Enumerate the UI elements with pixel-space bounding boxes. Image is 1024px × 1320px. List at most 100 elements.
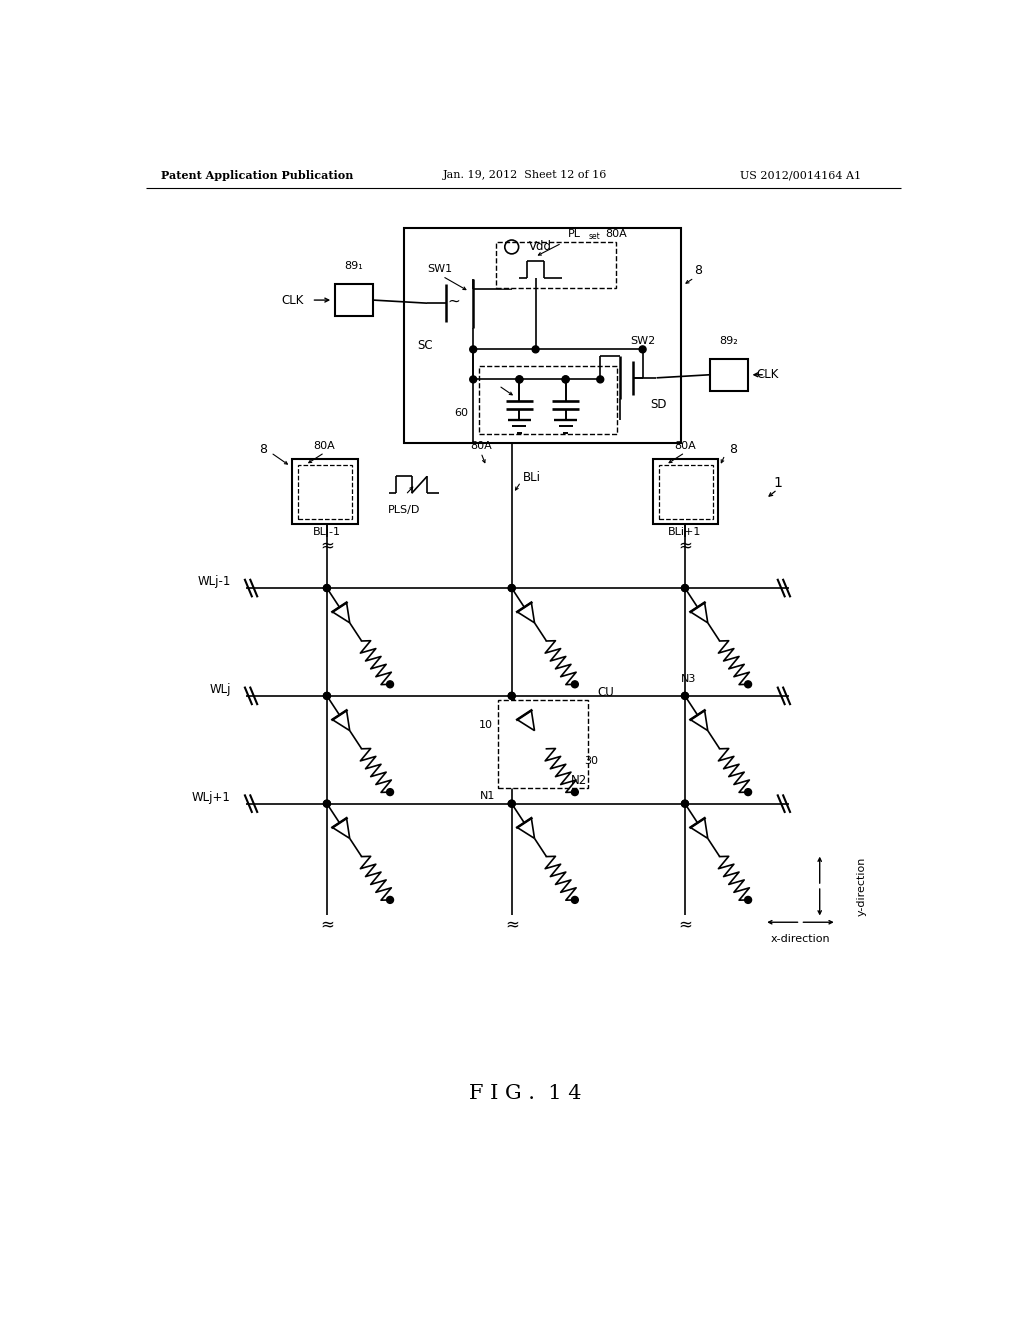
Text: ≈: ≈ bbox=[678, 537, 692, 554]
Text: PLS/D: PLS/D bbox=[388, 506, 420, 515]
Circle shape bbox=[516, 376, 523, 383]
Text: BLi: BLi bbox=[523, 471, 542, 484]
Polygon shape bbox=[517, 602, 535, 623]
Circle shape bbox=[324, 585, 331, 591]
Bar bbox=[478, 367, 617, 434]
Bar bbox=[298, 465, 352, 519]
Text: SW2: SW2 bbox=[630, 335, 655, 346]
Text: SW1: SW1 bbox=[427, 264, 453, 273]
Text: CLK: CLK bbox=[756, 368, 778, 381]
Text: CU: CU bbox=[597, 685, 614, 698]
Bar bbox=[498, 700, 588, 788]
Text: N2: N2 bbox=[571, 774, 587, 787]
Text: F I G .  1 4: F I G . 1 4 bbox=[469, 1085, 581, 1104]
Circle shape bbox=[508, 585, 515, 591]
Circle shape bbox=[682, 800, 688, 807]
Text: BLi+1: BLi+1 bbox=[669, 527, 701, 537]
Circle shape bbox=[532, 346, 539, 352]
Bar bbox=[292, 459, 357, 524]
Circle shape bbox=[324, 800, 331, 807]
Text: 8: 8 bbox=[259, 444, 267, 455]
Text: 8: 8 bbox=[694, 264, 702, 277]
Text: SC: SC bbox=[418, 339, 433, 352]
Bar bbox=[335, 284, 373, 317]
Circle shape bbox=[387, 896, 393, 903]
Circle shape bbox=[682, 585, 688, 591]
Polygon shape bbox=[690, 818, 708, 838]
Circle shape bbox=[744, 788, 752, 796]
Text: x-direction: x-direction bbox=[771, 935, 830, 944]
Polygon shape bbox=[333, 602, 350, 623]
Circle shape bbox=[682, 693, 688, 700]
Circle shape bbox=[597, 376, 604, 383]
Text: WLj-1: WLj-1 bbox=[198, 576, 230, 589]
Circle shape bbox=[508, 800, 515, 807]
Circle shape bbox=[571, 681, 579, 688]
Circle shape bbox=[324, 585, 331, 591]
Circle shape bbox=[324, 693, 331, 700]
Text: ≈: ≈ bbox=[319, 916, 334, 933]
Text: 80A: 80A bbox=[470, 441, 492, 451]
Text: WLj: WLj bbox=[209, 684, 230, 696]
Text: 80A: 80A bbox=[605, 228, 627, 239]
Text: Jan. 19, 2012  Sheet 12 of 16: Jan. 19, 2012 Sheet 12 of 16 bbox=[442, 170, 607, 181]
Circle shape bbox=[639, 346, 646, 352]
Polygon shape bbox=[517, 818, 535, 838]
Circle shape bbox=[508, 800, 515, 807]
Text: 89₁: 89₁ bbox=[344, 261, 364, 271]
Text: SD: SD bbox=[650, 399, 667, 412]
Circle shape bbox=[470, 376, 477, 383]
Circle shape bbox=[682, 585, 688, 591]
Circle shape bbox=[324, 693, 331, 700]
Circle shape bbox=[387, 681, 393, 688]
Text: N3: N3 bbox=[681, 675, 696, 684]
Text: N1: N1 bbox=[479, 791, 495, 801]
Circle shape bbox=[324, 800, 331, 807]
Circle shape bbox=[562, 376, 569, 383]
Circle shape bbox=[516, 376, 523, 383]
Circle shape bbox=[571, 896, 579, 903]
Text: y-direction: y-direction bbox=[857, 857, 867, 916]
Text: 89₂: 89₂ bbox=[720, 335, 738, 346]
Circle shape bbox=[508, 693, 515, 700]
Circle shape bbox=[744, 681, 752, 688]
Bar bbox=[710, 359, 749, 391]
Text: BLi-1: BLi-1 bbox=[313, 527, 341, 537]
Text: 80A: 80A bbox=[313, 441, 336, 451]
Circle shape bbox=[562, 376, 569, 383]
Polygon shape bbox=[333, 818, 350, 838]
Polygon shape bbox=[517, 710, 535, 730]
Text: 80A: 80A bbox=[674, 441, 696, 451]
Text: ≈: ≈ bbox=[319, 537, 334, 554]
Circle shape bbox=[682, 800, 688, 807]
Bar bbox=[652, 459, 718, 524]
Text: PL: PL bbox=[568, 228, 581, 239]
Text: 8: 8 bbox=[729, 444, 736, 455]
Text: set: set bbox=[589, 232, 600, 242]
Text: 30: 30 bbox=[584, 756, 598, 767]
Text: CLK: CLK bbox=[281, 293, 303, 306]
Circle shape bbox=[470, 346, 477, 352]
Text: Vdd: Vdd bbox=[528, 240, 552, 252]
Text: US 2012/0014164 A1: US 2012/0014164 A1 bbox=[740, 170, 861, 181]
Text: Patent Application Publication: Patent Application Publication bbox=[162, 170, 354, 181]
Text: 60: 60 bbox=[454, 408, 468, 417]
Bar bbox=[403, 228, 681, 444]
Text: 1: 1 bbox=[773, 477, 782, 490]
Bar bbox=[658, 465, 713, 519]
Text: ≈: ≈ bbox=[678, 916, 692, 933]
Circle shape bbox=[571, 788, 579, 796]
Circle shape bbox=[387, 788, 393, 796]
Text: 10: 10 bbox=[478, 721, 493, 730]
Polygon shape bbox=[333, 710, 350, 730]
Text: ≈: ≈ bbox=[505, 916, 518, 933]
Polygon shape bbox=[690, 710, 708, 730]
Text: ~: ~ bbox=[447, 293, 461, 309]
Text: WLj+1: WLj+1 bbox=[191, 791, 230, 804]
Circle shape bbox=[508, 585, 515, 591]
Bar bbox=[497, 242, 615, 288]
Circle shape bbox=[682, 693, 688, 700]
Polygon shape bbox=[690, 602, 708, 623]
Circle shape bbox=[508, 693, 515, 700]
Circle shape bbox=[744, 896, 752, 903]
